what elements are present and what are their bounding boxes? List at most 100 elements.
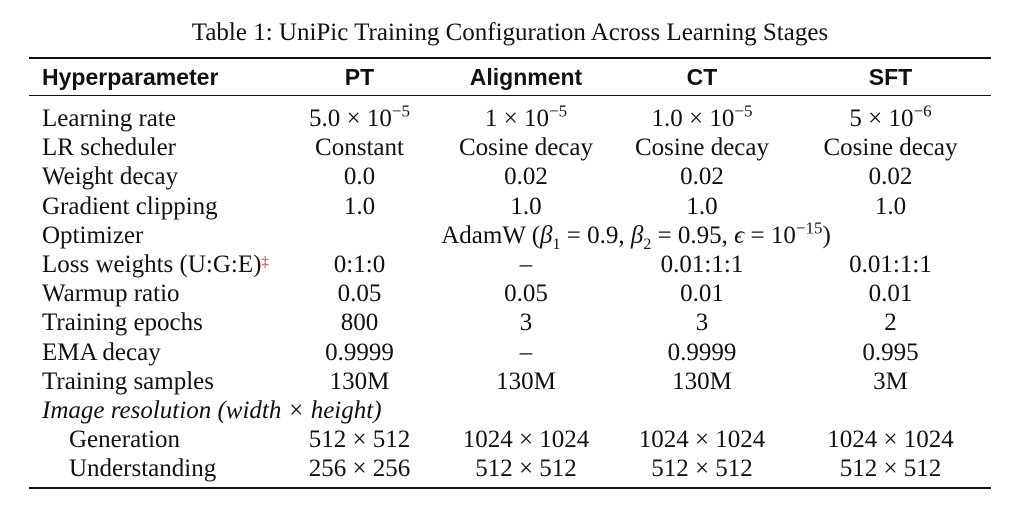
header-pt: PT <box>281 57 438 96</box>
cell-sft: 0.995 <box>862 338 919 366</box>
cell-alignment: 3 <box>519 309 533 337</box>
beta1-value: = 0.9, <box>566 221 625 249</box>
cell-sft: 0.01 <box>868 280 913 308</box>
cell-pt: 0.05 <box>337 280 382 308</box>
cell-alignment: Cosine decay <box>459 134 593 162</box>
cell-alignment: 130M <box>496 367 556 395</box>
cell-ct: 0.01:1:1 <box>660 251 744 279</box>
table-row-weight-decay: Weight decay 0.0 0.02 0.02 0.02 <box>29 162 991 191</box>
cell-ct: 1.0 × 10−5 <box>614 96 790 134</box>
cell-base: 5.0 × 10 <box>309 105 392 133</box>
cell-exponent: −5 <box>734 101 753 121</box>
cell-alignment: 512 × 512 <box>438 454 614 490</box>
cell-sft: 3M <box>873 367 908 395</box>
epsilon-symbol: ϵ <box>734 221 745 249</box>
beta1-symbol: β <box>540 221 553 249</box>
cell-base: 5 × 10 <box>849 105 914 133</box>
table-row-training-epochs: Training epochs 800 3 3 2 <box>29 308 991 337</box>
cell-ct: Cosine decay <box>635 134 769 162</box>
cell-exponent: −6 <box>913 101 932 121</box>
cell-ct: 0.02 <box>680 163 724 191</box>
table-row-ema-decay: EMA decay 0.9999 – 0.9999 0.995 <box>29 338 991 367</box>
header-ct: CT <box>614 57 790 96</box>
cell-pt: Constant <box>315 134 404 162</box>
row-label: Learning rate <box>42 105 176 133</box>
cell-exponent: −5 <box>549 101 568 121</box>
table-row-generation: Generation 512 × 512 1024 × 1024 1024 × … <box>29 425 991 454</box>
double-dagger-footnote-marker[interactable]: ‡ <box>261 254 269 271</box>
cell-sft: 1024 × 1024 <box>827 426 954 454</box>
row-label-cell: Loss weights (U:G:E)‡ <box>29 250 281 279</box>
optimizer-name: AdamW <box>441 221 526 249</box>
cell-optimizer-all-stages: AdamW (β1 = 0.9, β2 = 0.95, ϵ = 10−15) <box>441 218 831 253</box>
row-label: Gradient clipping <box>42 192 218 220</box>
row-label: LR scheduler <box>42 134 176 162</box>
table-header-row: Hyperparameter PT Alignment CT SFT <box>29 57 991 96</box>
beta1-subscript: 1 <box>552 235 561 253</box>
section-label-image-resolution: Image resolution (width × height) <box>42 396 382 424</box>
row-label: EMA decay <box>42 338 161 366</box>
cell-pt: 0.0 <box>343 163 376 191</box>
row-label: Optimizer <box>42 221 144 249</box>
table-caption: Table 1: UniPic Training Configuration A… <box>191 19 829 46</box>
epsilon-value: = 10 <box>750 221 796 249</box>
row-label: Understanding <box>29 454 281 490</box>
row-label: Generation <box>69 426 181 454</box>
table-row-understanding: Understanding 256 × 256 512 × 512 512 × … <box>29 454 991 490</box>
cell-base: 1 × 10 <box>484 105 549 133</box>
row-label: Warmup ratio <box>42 280 180 308</box>
row-label: Loss weights (U:G:E) <box>42 251 262 279</box>
beta2-value: = 0.95, <box>657 221 728 249</box>
cell-base: 1.0 × 10 <box>651 105 735 133</box>
cell-pt: 0:1:0 <box>333 251 386 279</box>
table-row-training-samples: Training samples 130M 130M 130M 3M <box>29 367 991 396</box>
beta2-subscript: 2 <box>643 235 652 253</box>
table-row-image-resolution: Image resolution (width × height) <box>29 396 991 425</box>
header-hyperparameter: Hyperparameter <box>29 57 281 96</box>
table-row-lr-scheduler: LR scheduler Constant Cosine decay Cosin… <box>29 133 991 162</box>
cell-alignment: – <box>519 251 533 279</box>
training-config-table: Hyperparameter PT Alignment CT SFT Learn… <box>29 57 991 490</box>
cell-pt: 800 <box>340 309 379 337</box>
cell-alignment: 0.05 <box>504 280 548 308</box>
cell-alignment: 0.02 <box>504 163 548 191</box>
table-row-warmup-ratio: Warmup ratio 0.05 0.05 0.01 0.01 <box>29 279 991 308</box>
cell-sft: 512 × 512 <box>790 454 991 490</box>
cell-pt: 5.0 × 10−5 <box>281 96 438 134</box>
table-row-loss-weights: Loss weights (U:G:E)‡ 0:1:0 – 0.01:1:1 0… <box>29 250 991 279</box>
cell-ct: 512 × 512 <box>614 454 790 490</box>
cell-sft: 1.0 <box>874 192 907 220</box>
cell-ct: 0.01 <box>680 280 724 308</box>
cell-sft: 5 × 10−6 <box>790 96 991 134</box>
cell-alignment: 1 × 10−5 <box>438 96 614 134</box>
cell-sft: 0.01:1:1 <box>849 251 932 279</box>
cell-pt: 130M <box>329 367 390 395</box>
cell-pt: 0.9999 <box>325 338 394 366</box>
row-label: Weight decay <box>42 163 179 191</box>
cell-sft: Cosine decay <box>823 134 958 162</box>
cell-pt: 1.0 <box>343 192 376 220</box>
beta2-symbol: β <box>630 221 644 249</box>
cell-alignment: – <box>519 338 533 366</box>
cell-ct: 0.9999 <box>667 338 737 366</box>
table-row-learning-rate: Learning rate 5.0 × 10−5 1 × 10−5 1.0 × … <box>29 96 991 134</box>
cell-pt: 256 × 256 <box>281 454 438 490</box>
row-label: Training samples <box>42 367 214 395</box>
cell-pt: 512 × 512 <box>308 426 411 454</box>
cell-alignment: 1.0 <box>510 192 542 220</box>
cell-sft: 0.02 <box>868 163 913 191</box>
cell-exponent: −5 <box>391 101 410 121</box>
epsilon-exponent: −15 <box>795 218 823 238</box>
row-label: Training epochs <box>42 309 203 337</box>
cell-sft: 2 <box>884 309 897 337</box>
table-row-gradient-clipping: Gradient clipping 1.0 1.0 1.0 1.0 <box>29 192 991 221</box>
cell-ct: 3 <box>695 309 709 337</box>
header-alignment: Alignment <box>438 57 614 96</box>
table-row-optimizer: Optimizer AdamW (β1 = 0.9, β2 = 0.95, ϵ … <box>29 218 991 253</box>
cell-alignment: 1024 × 1024 <box>462 426 590 454</box>
header-sft: SFT <box>790 57 991 96</box>
cell-ct: 130M <box>672 367 732 395</box>
cell-ct: 1.0 <box>686 192 718 220</box>
cell-ct: 1024 × 1024 <box>638 426 766 454</box>
